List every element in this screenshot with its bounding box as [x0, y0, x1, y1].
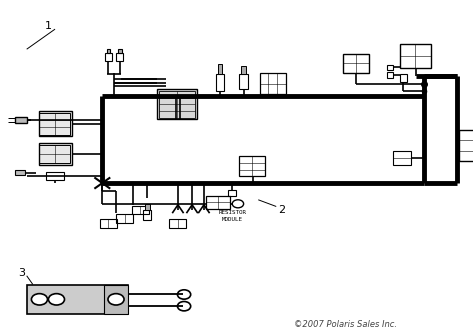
Bar	[216, 74, 224, 91]
Bar	[39, 113, 70, 134]
Circle shape	[108, 294, 124, 305]
Bar	[260, 73, 286, 94]
Bar	[228, 190, 236, 197]
Circle shape	[31, 294, 47, 305]
Bar	[132, 206, 149, 214]
Bar	[218, 64, 222, 74]
Text: MODULE: MODULE	[222, 217, 243, 222]
Bar	[387, 72, 393, 78]
Bar	[38, 143, 72, 165]
Text: 1: 1	[45, 21, 52, 31]
Bar	[27, 285, 128, 313]
Circle shape	[48, 294, 64, 305]
Bar	[400, 74, 407, 82]
Bar	[239, 74, 248, 89]
Bar	[107, 48, 110, 52]
Bar	[117, 52, 123, 61]
Circle shape	[177, 290, 191, 299]
Bar	[100, 219, 117, 227]
Bar	[104, 285, 128, 313]
Bar	[15, 170, 25, 175]
Bar	[343, 54, 369, 73]
Bar	[145, 205, 150, 210]
Bar	[105, 52, 112, 61]
Bar	[158, 91, 195, 118]
Circle shape	[177, 301, 191, 311]
Bar	[156, 89, 197, 120]
Text: 3: 3	[18, 268, 26, 279]
Text: 2: 2	[278, 205, 285, 215]
Text: ©2007 Polaris Sales Inc.: ©2007 Polaris Sales Inc.	[294, 320, 397, 329]
Bar	[118, 48, 122, 52]
Bar	[144, 210, 151, 220]
Bar	[117, 214, 134, 222]
Bar	[15, 117, 27, 124]
Bar	[169, 219, 186, 227]
Bar	[387, 65, 393, 70]
Bar	[241, 66, 246, 74]
Text: RESISTOR: RESISTOR	[218, 210, 246, 215]
Bar	[393, 151, 411, 165]
Bar	[39, 144, 70, 163]
Bar	[459, 129, 474, 161]
Bar	[239, 156, 265, 176]
Bar	[400, 44, 431, 68]
Bar	[206, 196, 230, 209]
Bar	[38, 111, 72, 136]
Bar	[46, 172, 64, 180]
